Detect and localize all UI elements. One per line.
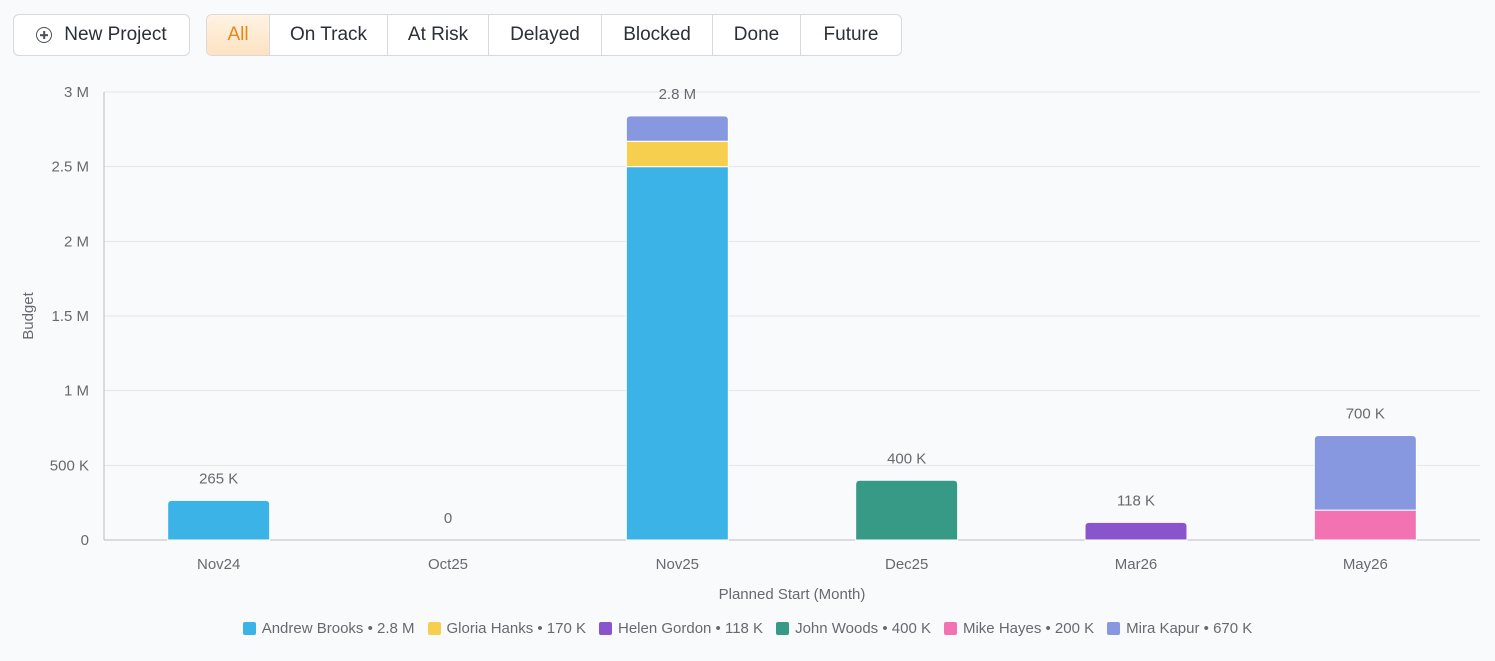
filter-on-track[interactable]: On Track [270,15,388,55]
legend-label: John Woods • 400 K [795,620,931,637]
filter-blocked[interactable]: Blocked [602,15,713,55]
legend-item[interactable]: Helen Gordon • 118 K [599,620,763,637]
legend-swatch [599,622,612,635]
legend-swatch [242,622,256,635]
bar-segment-may26 [1313,509,1417,541]
y-tick-label: 2.5 M [51,159,89,176]
bar-total-label: 0 [444,510,452,527]
filter-all[interactable]: All [207,15,270,55]
chart-legend: Andrew Brooks • 2.8 M Gloria Hanks • 170 … [0,620,1495,637]
filter-delayed[interactable]: Delayed [489,15,602,55]
y-tick-label: 500 K [50,457,89,474]
bar-segment-mar26 [1084,521,1188,541]
legend-swatch [427,622,441,635]
legend-label: Helen Gordon • 118 K [618,620,764,637]
legend-item[interactable]: Gloria Hanks • 170 K [427,620,586,637]
bar-total-label: 700 K [1346,405,1385,422]
x-axis-title: Planned Start (Month) [719,586,866,603]
x-tick-label: Dec25 [885,556,928,573]
legend-label: Mira Kapur • 670 K [1126,620,1253,637]
legend-label: Andrew Brooks • 2.8 M [261,620,415,637]
status-filter-group: All On Track At Risk Delayed Blocked Don… [206,14,902,56]
toolbar: New Project All On Track At Risk Delayed… [13,14,1473,58]
bar-total-label: 265 K [199,470,238,487]
bar-segment-may26 [1313,434,1417,511]
legend-item[interactable]: John Woods • 400 K [776,620,931,637]
legend-swatch [943,622,957,635]
legend-label: Mike Hayes • 200 K [962,620,1095,637]
y-axis-title: Budget [20,291,37,339]
x-tick-label: May26 [1343,556,1388,573]
y-tick-label: 1.5 M [51,308,89,325]
y-tick-label: 1 M [64,383,89,400]
x-tick-label: Oct25 [428,556,468,573]
legend-item[interactable]: Mike Hayes • 200 K [943,620,1095,637]
new-project-button[interactable]: New Project [13,14,190,56]
legend-item[interactable]: Mira Kapur • 670 K [1107,620,1252,637]
x-tick-label: Mar26 [1115,556,1158,573]
filter-at-risk[interactable]: At Risk [388,15,489,55]
new-project-label: New Project [64,24,167,45]
bar-segment-nov24 [167,499,271,541]
bar-segment-nov25 [625,140,729,168]
y-tick-label: 3 M [64,84,89,101]
legend-swatch [1107,622,1121,635]
bar-total-label: 118 K [1117,492,1155,509]
filter-done[interactable]: Done [713,15,801,55]
bar-segment-dec25 [855,479,959,541]
budget-chart: 0 500 K 1 M 1.5 M 2 M 2.5 M 3 M Budget Planned S… [20,84,1480,603]
x-tick-label: Nov24 [197,556,240,573]
legend-item[interactable]: Andrew Brooks • 2.8 M [242,620,415,637]
legend-swatch [776,622,790,635]
filter-future[interactable]: Future [823,24,879,45]
bar-segment-nov25 [625,166,729,541]
plus-circle-icon [36,27,53,43]
bar-segment-nov25 [625,115,729,142]
x-tick-label: Nov25 [656,556,699,573]
y-tick-label: 0 [81,532,89,549]
legend-label: Gloria Hanks • 170 K [446,620,586,637]
bar-total-label: 2.8 M [659,86,697,103]
y-tick-label: 2 M [64,233,89,250]
bar-total-label: 400 K [887,450,926,467]
